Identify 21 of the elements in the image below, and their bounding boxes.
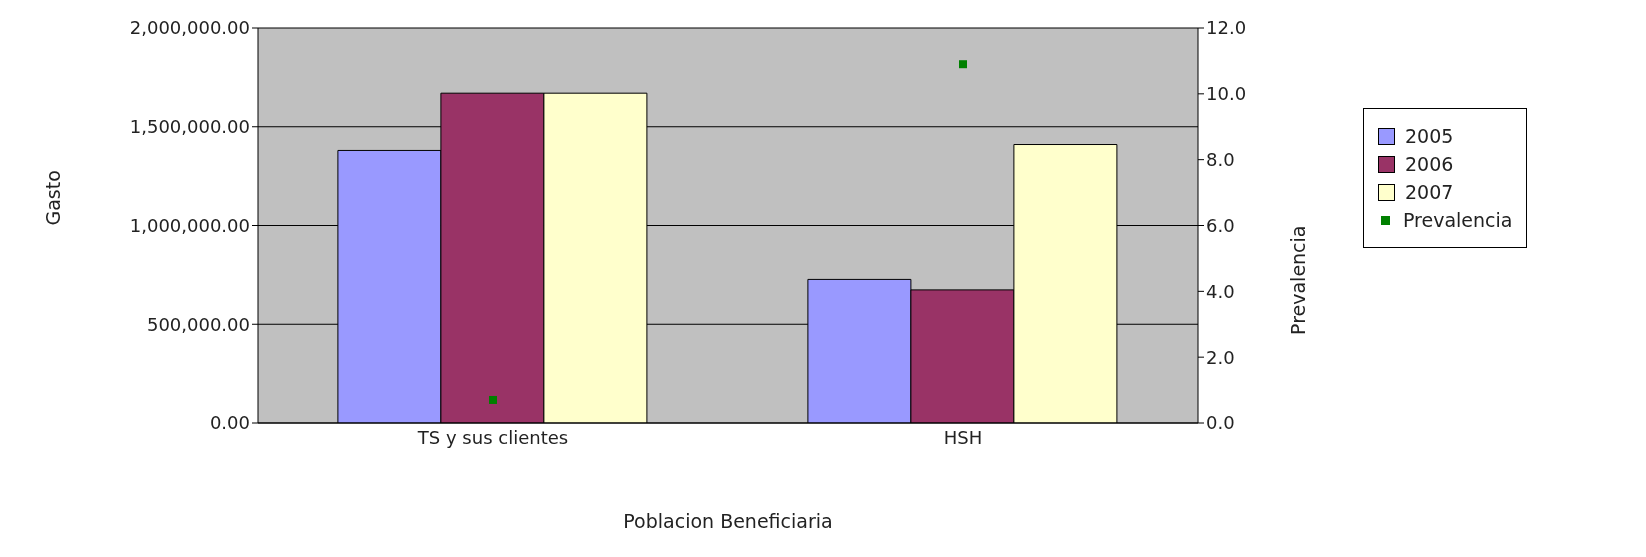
y2-tick-label: 8.0	[1206, 149, 1235, 171]
y2-tick-label: 4.0	[1206, 280, 1235, 302]
x-tick-label: HSH	[943, 426, 983, 448]
y-tick-label: 2,000,000.00	[129, 17, 250, 39]
legend-label: 2007	[1405, 181, 1454, 203]
y2-axis-title: Prevalencia	[1286, 225, 1309, 335]
y2-tick-label: 2.0	[1206, 346, 1235, 368]
x-axis-title: Poblacion Beneficiaria	[623, 510, 833, 532]
y2-tick-label: 10.0	[1206, 83, 1247, 105]
legend-label: Prevalencia	[1403, 209, 1513, 231]
legend-label: 2006	[1405, 153, 1454, 175]
y-tick-label: 1,000,000.00	[129, 214, 250, 236]
x-tick-label: TS y sus clientes	[416, 426, 569, 448]
y-axis-title: Gasto	[41, 170, 64, 226]
y2-tick-label: 12.0	[1206, 17, 1247, 39]
y2-tick-label: 6.0	[1206, 214, 1235, 236]
y2-tick-label: 0.0	[1206, 412, 1235, 434]
y-tick-label: 0.00	[209, 412, 250, 434]
y-tick-label: 500,000.00	[146, 313, 250, 335]
legend-label: 2005	[1405, 125, 1454, 147]
y-tick-label: 1,500,000.00	[129, 116, 250, 138]
